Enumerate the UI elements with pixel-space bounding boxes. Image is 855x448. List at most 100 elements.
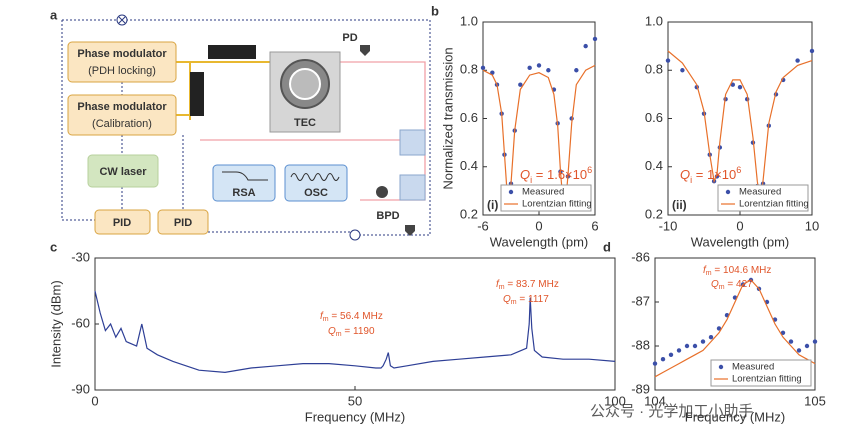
annotation-part: = 1.6×10: [532, 167, 587, 182]
data-line: [482, 64, 596, 210]
annotation-part: 6: [587, 165, 592, 175]
pid-box: [157, 209, 209, 235]
x-tick-label: 10: [805, 218, 819, 233]
annotation-part: m: [336, 331, 342, 338]
beam-splitter: [399, 174, 426, 201]
x-tick-label: 0: [535, 218, 542, 233]
y-tick-label: 0.8: [460, 62, 478, 77]
data-point: [480, 65, 486, 71]
data-point: [680, 68, 685, 73]
pid-label: PID: [113, 217, 131, 229]
annotation: Qm = 427: [711, 279, 753, 292]
data-point: [809, 48, 815, 54]
x-tick-label: 50: [348, 393, 362, 408]
setup-diagram: a Phase modulator (PDH locking) Phase mo…: [50, 7, 431, 241]
legend-label: Lorentzian fitting: [732, 374, 802, 385]
panel-label: a: [50, 7, 58, 22]
y-tick-label: -89: [631, 381, 650, 396]
x-tick-label: -10: [659, 218, 678, 233]
annotation-part: = 1×10: [692, 167, 736, 182]
data-point: [708, 335, 714, 340]
beam-splitter: [399, 129, 426, 156]
annotation-part: f: [496, 279, 500, 290]
osc-icon: [290, 173, 340, 181]
x-axis-label: Frequency (MHz): [305, 409, 405, 424]
annotation: fm = 83.7 MHz: [496, 279, 559, 292]
data-point: [737, 84, 743, 90]
annotation-part: f: [703, 265, 707, 276]
annotation-part: m: [499, 284, 505, 291]
y-tick-label: 0.2: [460, 206, 478, 221]
data-point: [676, 348, 682, 353]
y-tick-label: 1.0: [645, 13, 663, 28]
subpanel-label: (ii): [672, 198, 687, 212]
osc-label: OSC: [304, 187, 328, 199]
y-tick-label: 0.6: [645, 110, 663, 125]
x-tick-label: 100: [604, 393, 626, 408]
box-subtitle: (Calibration): [92, 118, 152, 130]
data-point: [652, 361, 658, 366]
detector: [360, 45, 370, 56]
data-point: [730, 82, 735, 87]
detector: [376, 186, 388, 198]
control-lines: [61, 19, 431, 236]
tec-label: TEC: [294, 117, 316, 129]
data-point: [527, 65, 532, 71]
annotation-part: Q: [680, 167, 690, 182]
y-tick-label: 0.4: [645, 158, 663, 173]
legend-box: [717, 184, 809, 212]
laser-label: CW laser: [99, 166, 147, 178]
legend-label: Measured: [732, 362, 774, 373]
annotation-part: f: [320, 311, 324, 322]
rsa-label: RSA: [232, 187, 255, 199]
legend-label: Measured: [522, 187, 564, 198]
resonator: [289, 68, 321, 100]
legend-label: Lorentzian fitting: [739, 199, 809, 210]
data-point: [692, 343, 698, 349]
annotation-part: = 427: [725, 279, 754, 290]
y-tick-label: 1.0: [460, 13, 478, 28]
y-tick-label: 0.2: [645, 206, 663, 221]
legend-box: [500, 184, 592, 212]
annotation-part: m: [323, 316, 329, 323]
annotation-part: = 56.4 MHz: [329, 311, 383, 322]
y-tick-label: -60: [71, 315, 90, 330]
annotation-part: Q: [503, 294, 511, 305]
y-tick-label: -30: [71, 249, 90, 264]
modulator-box: [67, 94, 177, 136]
panel-label: d: [603, 239, 611, 254]
annotation-part: 6: [736, 165, 741, 175]
detector: [405, 225, 415, 236]
x-axis-label: Frequency (MHz): [685, 409, 785, 424]
data-point: [592, 36, 598, 42]
annotation-part: i: [530, 175, 532, 185]
data-point: [812, 339, 818, 344]
y-axis-label: Intensity (dBm): [48, 280, 63, 367]
data-point: [583, 43, 588, 49]
data-point: [574, 68, 579, 73]
subtractor: [349, 229, 361, 241]
annotation-part: m: [706, 270, 712, 277]
y-tick-label: 0.4: [460, 158, 478, 173]
annotation-part: = 1190: [342, 326, 375, 337]
legend-label: Measured: [739, 187, 781, 198]
legend-box: [710, 359, 812, 387]
annotation-part: Q: [520, 167, 530, 182]
data-point: [788, 339, 794, 344]
polarizer: [190, 72, 204, 116]
y-tick-label: -88: [631, 337, 650, 352]
annotation: Qm = 1190: [328, 326, 375, 339]
pid-label: PID: [174, 217, 192, 229]
box-subtitle: (PDH locking): [88, 65, 156, 77]
annotation: Qm = 1117: [503, 294, 549, 307]
box-title: Phase modulator: [77, 101, 167, 113]
annotation: Qi = 1×106: [680, 165, 741, 185]
x-tick-label: 0: [736, 218, 743, 233]
data-point: [716, 326, 722, 331]
data-point: [546, 68, 551, 73]
data-point: [518, 82, 523, 87]
watermark: 公众号 · 光学加工小助手: [590, 403, 753, 420]
annotation-part: Q: [328, 326, 336, 337]
mixer-cross: [118, 16, 126, 24]
laser-box: [87, 154, 159, 188]
